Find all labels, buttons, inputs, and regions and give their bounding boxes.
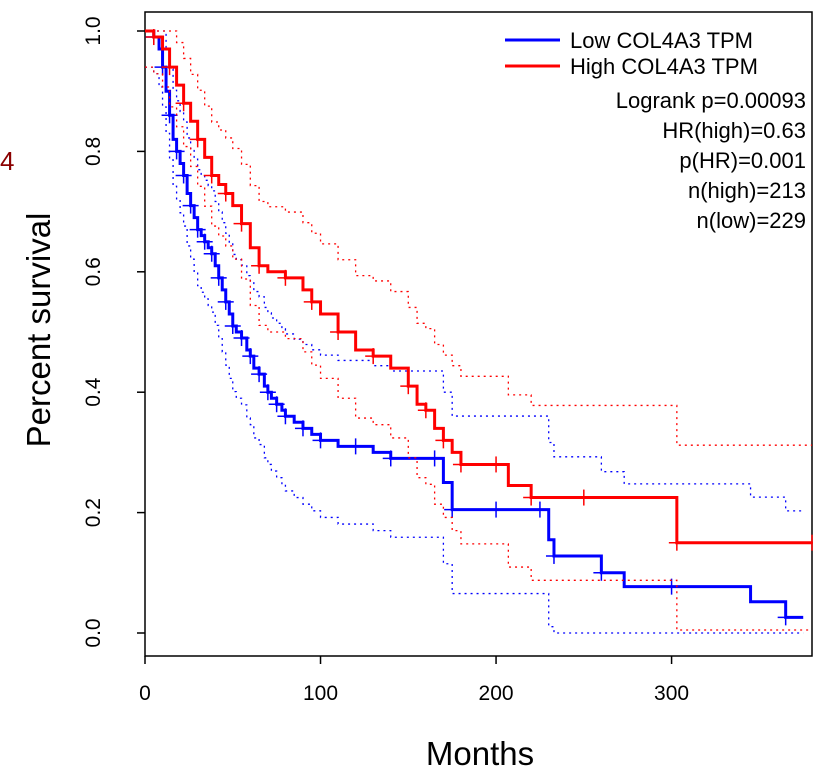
stat-annotation: n(low)=229 xyxy=(697,208,806,233)
x-tick-label: 0 xyxy=(139,682,151,705)
stat-annotation: n(high)=213 xyxy=(688,178,806,203)
stat-annotation: p(HR)=0.001 xyxy=(679,148,806,173)
y-tick-label: 0.2 xyxy=(82,498,105,527)
low-lower-ci xyxy=(145,66,804,634)
y-tick-label: 0.4 xyxy=(82,377,105,407)
high-upper-ci xyxy=(145,30,812,446)
legend-label-high: High COL4A3 TPM xyxy=(570,54,758,79)
y-tick-label: 0.8 xyxy=(82,137,105,166)
legend-label-low: Low COL4A3 TPM xyxy=(570,28,753,53)
stat-annotation: Logrank p=0.00093 xyxy=(616,88,806,113)
y-tick-label: 1.0 xyxy=(82,16,105,45)
clipped-figure-label: 4 xyxy=(0,146,15,176)
low-upper-ci xyxy=(145,30,804,512)
x-tick-label: 300 xyxy=(654,682,689,705)
y-tick-label: 0.0 xyxy=(82,618,105,647)
x-tick-label: 100 xyxy=(303,682,338,705)
x-axis-label: Months xyxy=(426,735,534,772)
y-tick-label: 0.6 xyxy=(82,257,105,286)
plot-frame xyxy=(144,11,813,657)
stat-annotation: HR(high)=0.63 xyxy=(662,118,806,143)
y-axis-label: Percent survival xyxy=(20,213,57,448)
x-tick-label: 200 xyxy=(479,682,514,705)
